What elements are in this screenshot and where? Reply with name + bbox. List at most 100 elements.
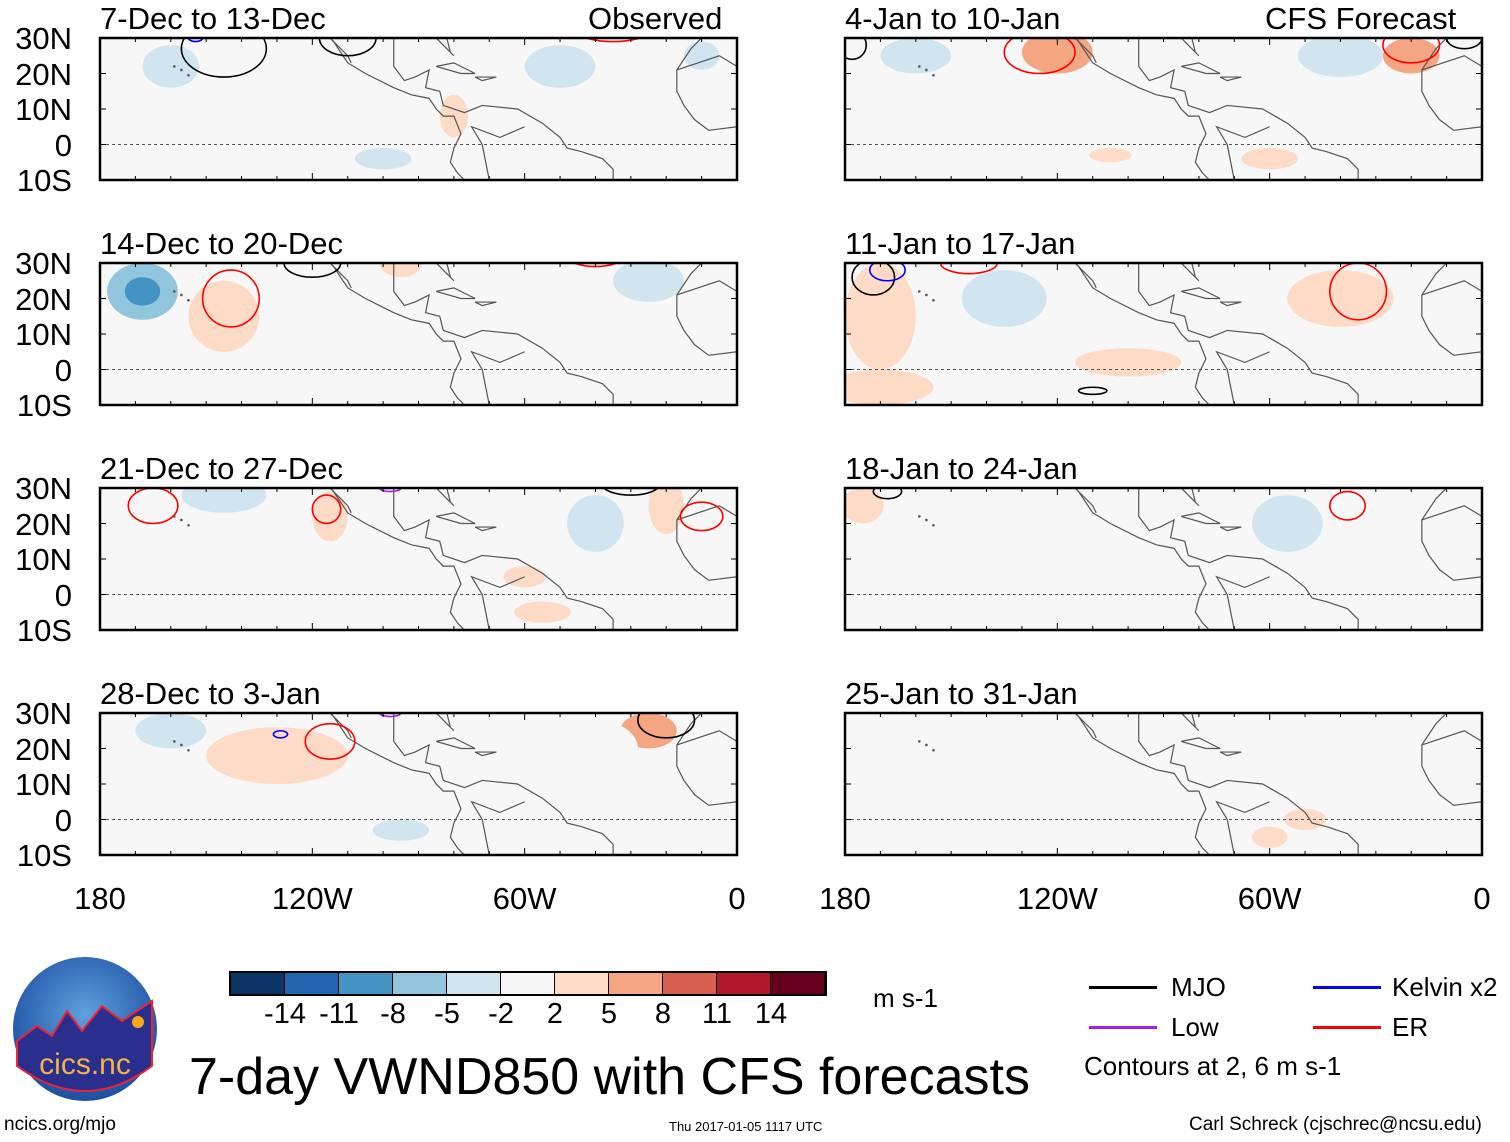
coastline	[1074, 263, 1097, 289]
lat-label: 0	[54, 127, 72, 163]
map-panel	[98, 486, 739, 632]
coastline	[470, 575, 525, 630]
panel-frame	[98, 711, 739, 857]
coastline	[1074, 38, 1097, 64]
legend-line-er	[1313, 1026, 1381, 1029]
colorbar-tick: -5	[434, 998, 460, 1030]
contour-er	[311, 494, 342, 525]
wind-anomaly-shading	[379, 263, 423, 278]
island	[173, 65, 176, 68]
coastline	[1219, 76, 1242, 82]
island	[932, 73, 935, 77]
coastline	[1215, 350, 1270, 405]
coastline	[1421, 488, 1482, 581]
wind-anomaly-shading	[1297, 38, 1383, 78]
coastline	[1421, 730, 1482, 746]
wind-anomaly-shading	[142, 45, 200, 88]
island	[932, 298, 935, 302]
coastline	[1219, 751, 1242, 757]
coastline	[676, 280, 737, 296]
island	[925, 518, 928, 522]
contour-mjo	[1445, 38, 1482, 50]
footer-url[interactable]: ncics.org/mjo	[4, 1114, 116, 1135]
coastline	[1421, 280, 1482, 296]
wind-anomaly-shading	[135, 713, 207, 749]
lon-label: 60W	[1237, 881, 1302, 916]
wind-anomaly-shading	[206, 727, 348, 784]
coastline	[676, 713, 737, 806]
island	[187, 73, 190, 77]
coastline	[676, 730, 737, 746]
island	[180, 293, 183, 297]
panel-frame	[843, 261, 1484, 407]
panel-title: 4-Jan to 10-Jan	[845, 1, 1061, 36]
island	[918, 65, 921, 68]
colorbar-swatch	[717, 973, 771, 994]
coastline	[1215, 575, 1270, 630]
colorbar-swatch	[555, 973, 609, 994]
panel-title: 7-Dec to 13-Dec	[100, 1, 326, 36]
wind-anomaly-shading	[124, 277, 161, 306]
map-panel	[843, 261, 1484, 407]
cics-logo: cics.nc	[13, 957, 157, 1101]
wind-anomaly-shading	[552, 720, 638, 777]
coastline	[329, 263, 465, 405]
legend-low: Low	[1171, 1012, 1219, 1042]
lat-label: 0	[54, 577, 72, 613]
coastline	[329, 713, 352, 739]
panel-frame	[98, 261, 739, 407]
coastline	[1074, 713, 1097, 739]
wind-anomaly-shading	[880, 38, 952, 74]
contour-note: Contours at 2, 6 m s-1	[1084, 1051, 1342, 1081]
colorbar-swatch	[609, 973, 663, 994]
wind-anomaly-shading	[961, 270, 1047, 327]
coastline	[1181, 512, 1221, 525]
wind-anomaly-shading	[354, 148, 412, 170]
coastline	[474, 751, 497, 757]
coastline	[329, 263, 352, 289]
coastline	[676, 488, 737, 581]
panel-frame	[98, 36, 739, 182]
lat-label: 10S	[16, 613, 72, 648]
coastline	[329, 713, 465, 855]
contour-mjo	[845, 38, 868, 61]
colorbar-swatch	[393, 973, 447, 994]
map-panel	[98, 711, 739, 857]
wind-anomaly-shading	[1021, 837, 1093, 855]
coastline	[1421, 55, 1482, 71]
coastline	[1181, 287, 1221, 300]
map-background	[100, 488, 737, 630]
wind-anomaly-shading	[188, 280, 260, 352]
coastline	[676, 263, 737, 356]
wind-anomaly-shading	[503, 566, 546, 588]
island	[173, 740, 176, 743]
legend-line-kelvin	[1313, 986, 1381, 989]
footer-author: Carl Schreck (cjschrec@ncsu.edu)	[1189, 1114, 1482, 1135]
coastline	[393, 38, 614, 180]
contour-mjo	[283, 263, 342, 278]
contour-mjo	[603, 488, 659, 496]
observed-label: Observed	[588, 1, 723, 36]
contour-er	[1003, 38, 1076, 75]
legend-mjo: MJO	[1171, 972, 1226, 1002]
map-panel	[98, 261, 739, 407]
island	[932, 523, 935, 527]
legend-line-mjo	[1089, 986, 1157, 989]
lat-label: 30N	[15, 471, 72, 506]
coastline	[676, 505, 737, 521]
contour-mjo	[851, 263, 896, 296]
wind-anomaly-shading	[1251, 826, 1288, 848]
contour-mjo	[180, 38, 268, 78]
contour-er	[939, 263, 998, 275]
coastline	[1215, 125, 1270, 180]
lat-label: 10N	[15, 92, 72, 127]
panel-frame	[843, 36, 1484, 182]
coastline	[1219, 301, 1242, 307]
map-background	[845, 488, 1482, 630]
wind-anomaly-shading	[1241, 148, 1298, 170]
wind-anomaly-shading	[1057, 608, 1129, 630]
map-panel	[843, 36, 1484, 182]
panel-title: 14-Dec to 20-Dec	[100, 226, 343, 261]
coastline	[676, 55, 737, 71]
island	[187, 748, 190, 752]
